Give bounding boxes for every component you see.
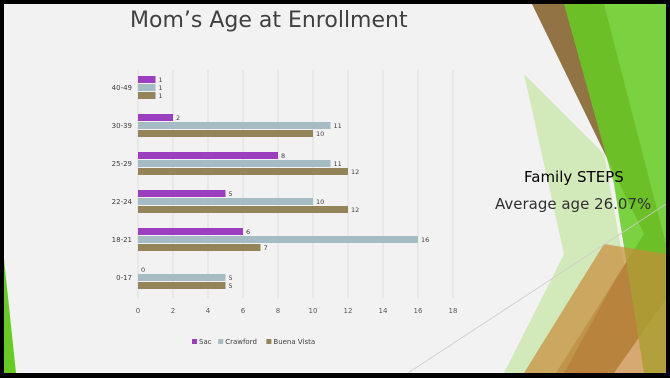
data-label: 12 xyxy=(351,206,359,214)
x-tick-label: 16 xyxy=(414,307,423,315)
data-label: 12 xyxy=(351,168,359,176)
chart-title: Mom’s Age at Enrollment xyxy=(130,8,408,33)
category-label: 30-39 xyxy=(112,122,132,130)
legend-swatch xyxy=(218,339,224,344)
slide: 0 2 4 6 8 10 12 14 16 18 40-49 1 1 1 30-39 2 11 10 25-29 8 1… xyxy=(4,4,666,373)
bar xyxy=(138,122,331,129)
bar xyxy=(138,282,226,289)
bar xyxy=(138,84,156,91)
legend-label: Crawford xyxy=(225,338,257,346)
x-tick-label: 10 xyxy=(309,307,318,315)
deco-line xyxy=(407,203,666,373)
data-label: 5 xyxy=(229,282,233,290)
category-label: 40-49 xyxy=(112,84,132,92)
bar xyxy=(138,198,313,205)
bar xyxy=(138,244,261,251)
legend-swatch xyxy=(192,339,197,344)
side-subtitle: Average age 26.07% xyxy=(495,195,652,213)
x-tick-label: 14 xyxy=(379,307,388,315)
data-label: 5 xyxy=(229,190,233,198)
bar xyxy=(138,274,226,281)
legend-label: Sac xyxy=(199,338,212,346)
data-label: 11 xyxy=(334,160,342,168)
data-label: 5 xyxy=(229,274,233,282)
x-tick-label: 8 xyxy=(276,307,280,315)
data-label: 6 xyxy=(246,228,250,236)
data-label: 10 xyxy=(316,198,324,206)
legend-swatch xyxy=(266,339,272,344)
x-tick-label: 2 xyxy=(171,307,175,315)
x-tick-label: 18 xyxy=(449,307,458,315)
data-label: 11 xyxy=(334,122,342,130)
bar xyxy=(138,206,348,213)
bar xyxy=(138,76,156,83)
bar xyxy=(138,92,156,99)
data-label: 1 xyxy=(159,92,163,100)
bar xyxy=(138,130,313,137)
side-title: Family STEPS xyxy=(524,168,624,186)
data-label: 16 xyxy=(421,236,429,244)
data-label: 2 xyxy=(176,114,180,122)
deco-green-left xyxy=(4,259,16,373)
category-label: 22-24 xyxy=(112,198,133,206)
bar-chart: 0 2 4 6 8 10 12 14 16 1840-4911130-392111025-2981… xyxy=(112,70,458,346)
bar xyxy=(138,114,173,121)
x-tick-label: 0 xyxy=(136,307,140,315)
bar xyxy=(138,190,226,197)
data-label: 1 xyxy=(159,84,163,92)
category-label: 25-29 xyxy=(112,160,132,168)
category-label: 0-17 xyxy=(116,274,132,282)
data-label: 1 xyxy=(159,76,163,84)
bar xyxy=(138,168,348,175)
bar xyxy=(138,160,331,167)
decorative-shapes xyxy=(4,4,666,373)
x-tick-label: 12 xyxy=(344,307,353,315)
deco-orange-shape xyxy=(524,244,666,373)
bar xyxy=(138,228,243,235)
data-label: 10 xyxy=(316,130,324,138)
x-tick-label: 4 xyxy=(206,307,211,315)
data-label: 7 xyxy=(264,244,268,252)
data-label: 0 xyxy=(141,266,145,274)
x-tick-label: 6 xyxy=(241,307,246,315)
legend-label: Buena Vista xyxy=(273,338,315,346)
data-label: 8 xyxy=(281,152,285,160)
bar xyxy=(138,152,278,159)
bar xyxy=(138,236,418,243)
category-label: 18-21 xyxy=(112,236,132,244)
